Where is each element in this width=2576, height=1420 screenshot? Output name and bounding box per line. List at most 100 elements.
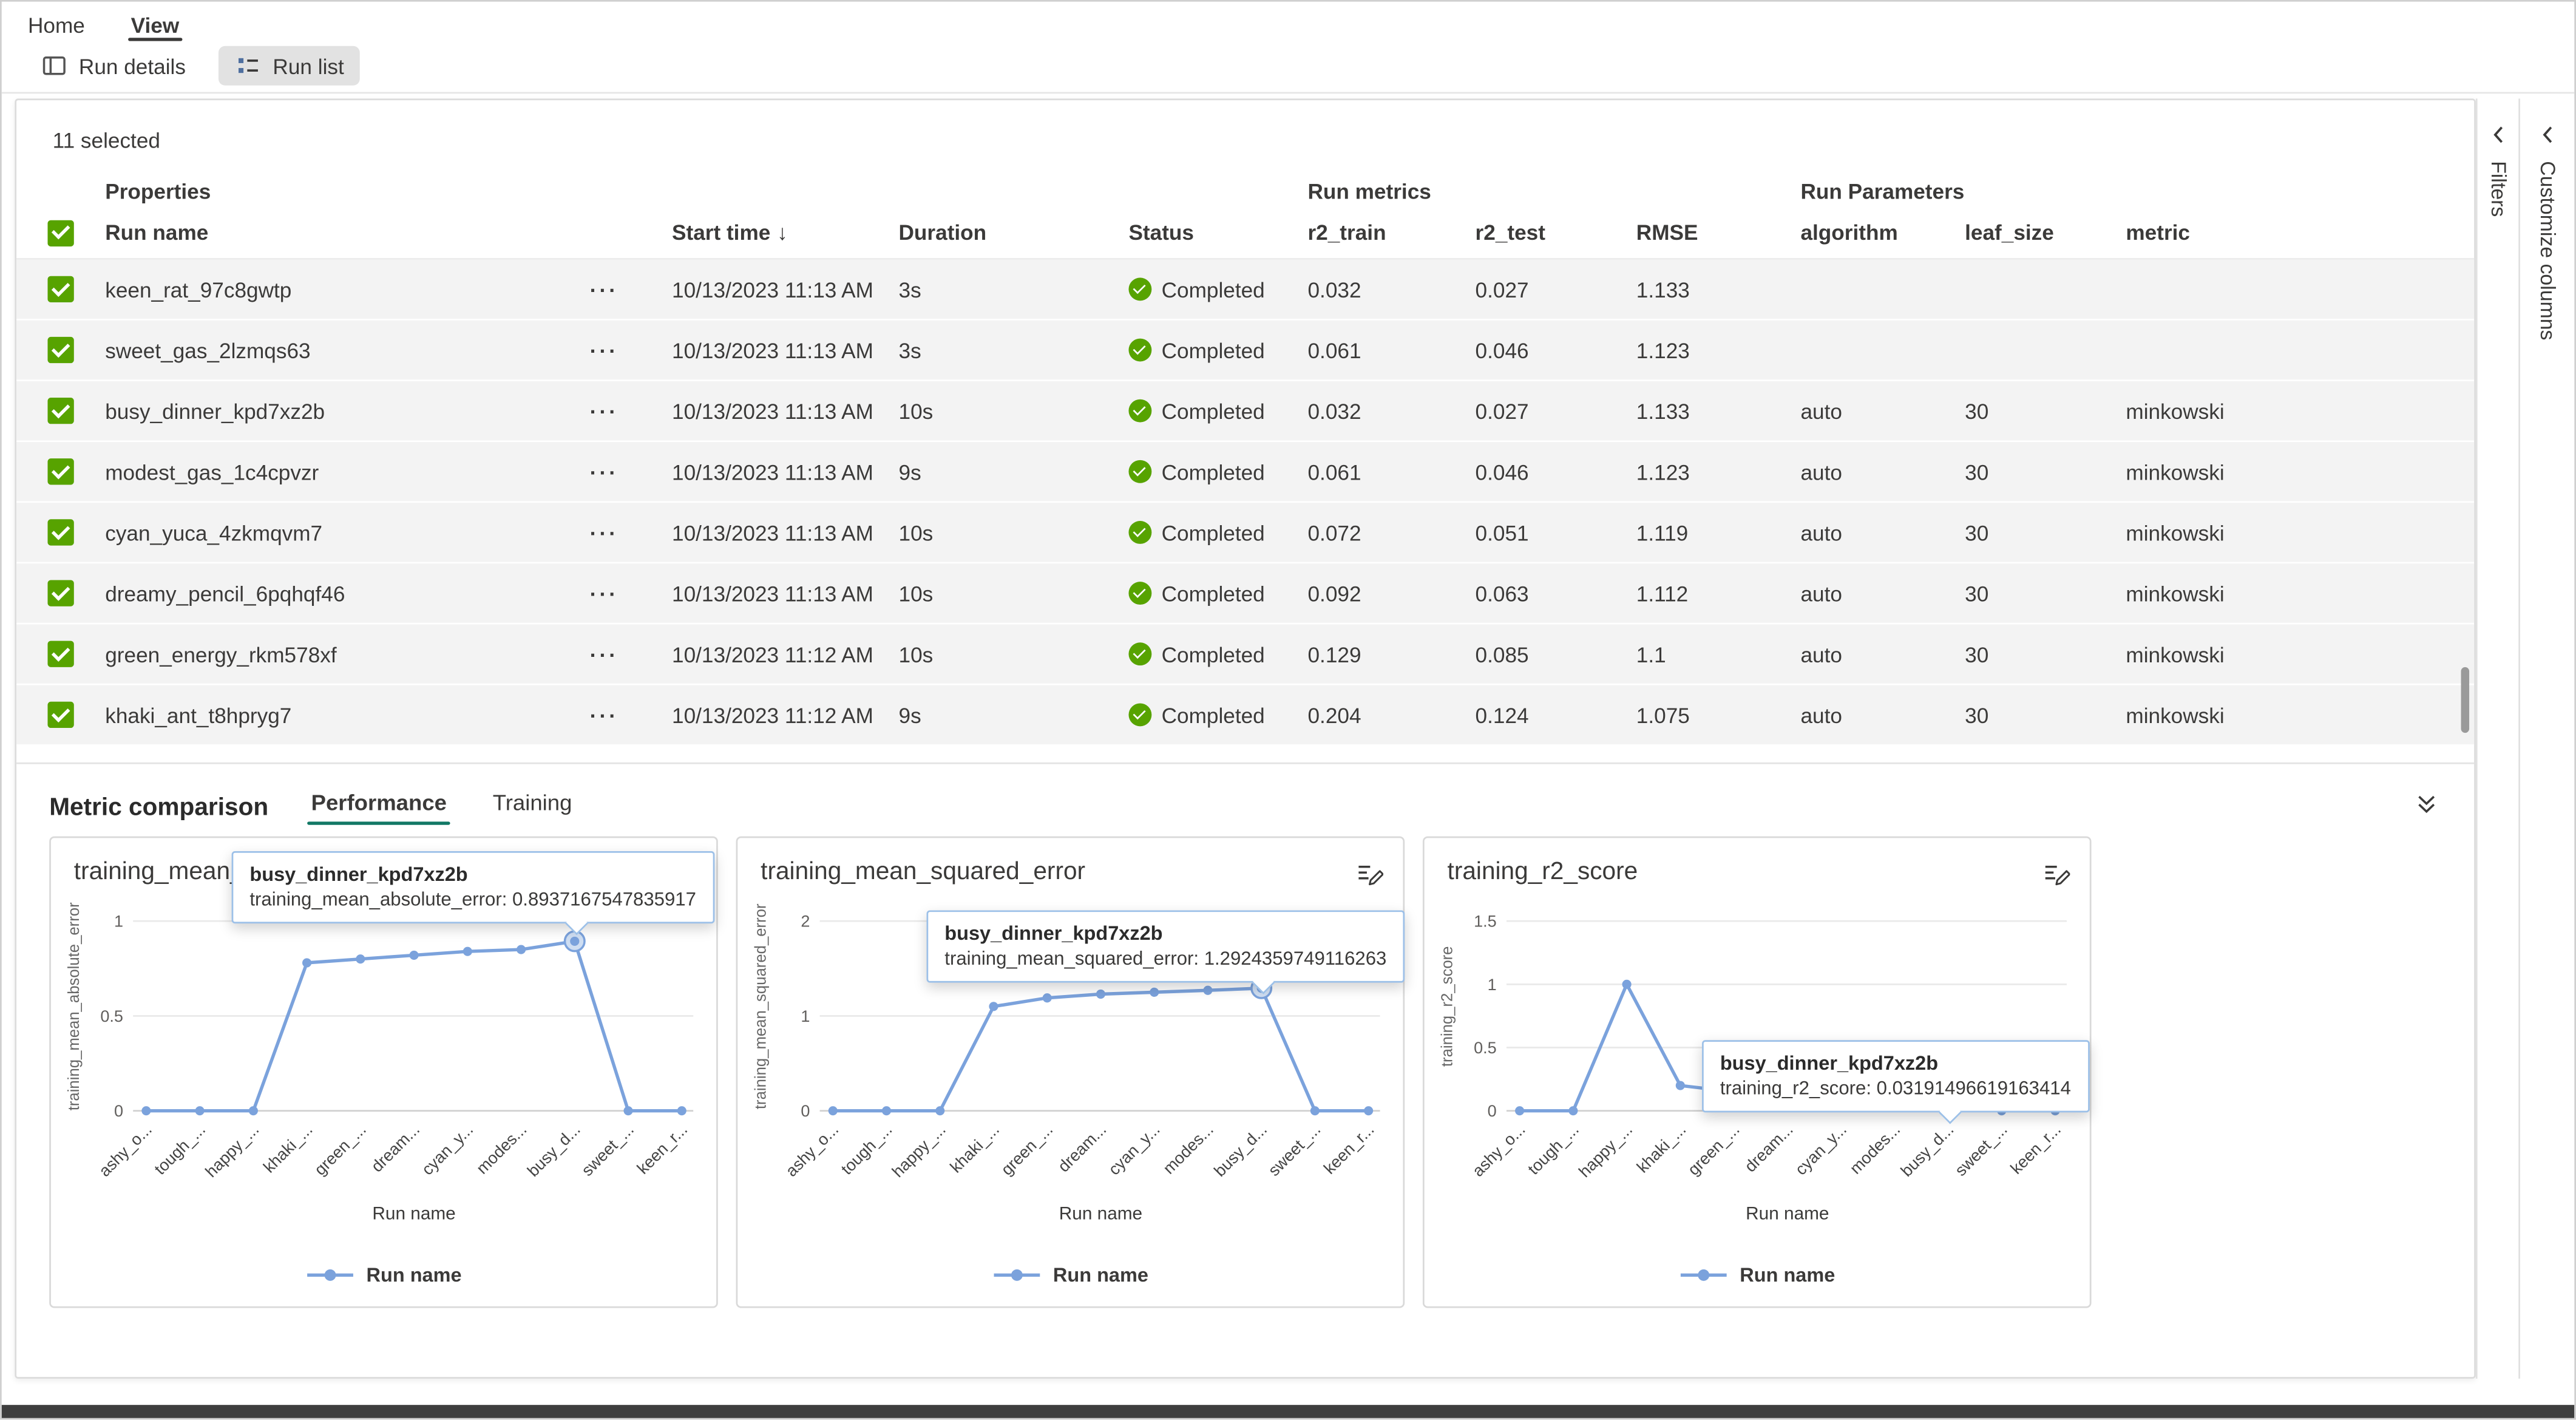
row-checkbox[interactable] [47, 398, 74, 424]
chart-legend[interactable]: Run name [737, 1263, 1403, 1286]
run-name-cell[interactable]: khaki_ant_t8hpryg7 [105, 702, 292, 727]
start-time-cell: 10/13/2023 11:13 AM [672, 459, 873, 484]
table-row[interactable]: busy_dinner_kpd7xz2b ··· 10/13/2023 11:13 … [16, 381, 2475, 443]
r2-test-cell: 0.027 [1475, 277, 1529, 302]
tab-home[interactable]: Home [28, 13, 85, 38]
metric-chart-card: training_mean_squared_error 0 1 2 training_m… [736, 836, 1405, 1308]
table-row[interactable]: sweet_gas_2lzmqs63 ··· 10/13/2023 11:13 AM… [16, 320, 2475, 381]
row-checkbox[interactable] [47, 701, 74, 729]
row-more-button[interactable]: ··· [589, 520, 619, 545]
row-more-button[interactable]: ··· [589, 459, 619, 484]
algorithm-cell: auto [1800, 520, 1842, 545]
tab-view[interactable]: View [127, 13, 183, 41]
svg-text:1: 1 [801, 1007, 810, 1025]
r2-test-cell: 0.051 [1475, 520, 1529, 545]
svg-text:tough_...: tough_... [151, 1120, 209, 1178]
col-status[interactable]: Status [1128, 220, 1195, 245]
table-body: keen_rat_97c8gwtp ··· 10/13/2023 11:13 AM 3… [16, 259, 2475, 746]
edit-chart-icon[interactable] [1354, 858, 1383, 888]
run-name-cell[interactable]: cyan_yuca_4zkmqvm7 [105, 520, 323, 545]
completed-icon [1128, 642, 1152, 666]
leaf-size-cell: 30 [1965, 580, 1989, 606]
chart-legend[interactable]: Run name [1425, 1263, 2090, 1286]
row-checkbox[interactable] [47, 458, 74, 485]
metric-cell: minkowski [2126, 641, 2225, 667]
run-name-cell[interactable]: busy_dinner_kpd7xz2b [105, 398, 325, 423]
col-algorithm[interactable]: algorithm [1800, 220, 1898, 245]
run-name-cell[interactable]: modest_gas_1c4cpvzr [105, 459, 319, 484]
run-name-cell[interactable]: sweet_gas_2lzmqs63 [105, 338, 311, 362]
col-duration[interactable]: Duration [898, 220, 987, 245]
col-r2-train[interactable]: r2_train [1307, 220, 1386, 245]
group-properties: Properties [105, 178, 211, 203]
r2-test-cell: 0.046 [1475, 338, 1529, 362]
tab-training[interactable]: Training [492, 790, 572, 815]
group-run-parameters: Run Parameters [1800, 178, 1965, 203]
status-label: Completed [1161, 641, 1265, 667]
run-name-cell[interactable]: keen_rat_97c8gwtp [105, 277, 292, 302]
row-more-button[interactable]: ··· [589, 398, 619, 423]
col-metric[interactable]: metric [2126, 220, 2191, 245]
row-more-button[interactable]: ··· [589, 580, 619, 606]
row-checkbox[interactable] [47, 580, 74, 606]
rmse-cell: 1.133 [1636, 398, 1690, 423]
metric-comparison-title: Metric comparison [49, 792, 269, 821]
row-more-button[interactable]: ··· [589, 702, 619, 727]
start-time-cell: 10/13/2023 11:13 AM [672, 580, 873, 606]
svg-text:cyan_y...: cyan_y... [418, 1120, 476, 1178]
chart-plot-area[interactable]: 012training_mean_squared_errorashy_o...t… [748, 889, 1397, 1242]
tab-performance[interactable]: Performance [308, 787, 450, 826]
row-checkbox[interactable] [47, 336, 74, 364]
col-run-name[interactable]: Run name [105, 220, 209, 245]
col-rmse[interactable]: RMSE [1636, 220, 1698, 245]
rmse-cell: 1.119 [1636, 520, 1689, 545]
run-name-cell[interactable]: dreamy_pencil_6pqhqf46 [105, 580, 345, 606]
r2-test-cell: 0.027 [1475, 398, 1529, 423]
duration-cell: 10s [898, 580, 934, 606]
svg-text:0.5: 0.5 [1474, 1039, 1497, 1057]
collapse-section-icon[interactable] [2415, 793, 2438, 815]
row-more-button[interactable]: ··· [589, 641, 619, 667]
status-label: Completed [1161, 338, 1265, 362]
table-row[interactable]: modest_gas_1c4cpvzr ··· 10/13/2023 11:13 A… [16, 442, 2475, 503]
filters-panel-toggle[interactable]: Filters [2476, 98, 2519, 1379]
col-leaf-size[interactable]: leaf_size [1965, 220, 2054, 245]
table-row[interactable]: green_energy_rkm578xf ··· 10/13/2023 11:12… [16, 624, 2475, 685]
status-label: Completed [1161, 277, 1265, 302]
chart-plot-area[interactable]: 0 0.5 1 training_mean_absolute_error ashy_o.… [61, 889, 710, 1242]
table-row[interactable]: cyan_yuca_4zkmqvm7 ··· 10/13/2023 11:13 AM… [16, 503, 2475, 564]
r2-train-cell: 0.092 [1307, 580, 1361, 606]
col-r2-test[interactable]: r2_test [1475, 220, 1545, 245]
row-checkbox[interactable] [47, 276, 74, 303]
table-scrollbar[interactable] [2461, 667, 2470, 733]
completed-icon [1128, 399, 1152, 423]
run-details-button[interactable]: Run details [25, 46, 202, 86]
edit-chart-icon[interactable] [2041, 858, 2070, 888]
tooltip-run-name: busy_dinner_kpd7xz2b [1720, 1051, 1939, 1075]
row-checkbox[interactable] [47, 519, 74, 546]
run-list-button[interactable]: Run list [219, 46, 361, 86]
svg-text:cyan_y...: cyan_y... [1792, 1120, 1850, 1178]
svg-text:dream...: dream... [368, 1120, 423, 1175]
col-start-time[interactable]: Start time ↓ [672, 220, 899, 245]
row-more-button[interactable]: ··· [589, 338, 619, 362]
svg-text:green_...: green_... [998, 1120, 1057, 1179]
table-row[interactable]: khaki_ant_t8hpryg7 ··· 10/13/2023 11:12 AM… [16, 685, 2475, 746]
legend-label: Run name [1740, 1263, 1835, 1287]
select-all-checkbox[interactable] [47, 219, 74, 246]
customize-columns-panel-toggle[interactable]: Customize columns [2518, 98, 2575, 1379]
run-name-cell[interactable]: green_energy_rkm578xf [105, 641, 337, 667]
table-row[interactable]: keen_rat_97c8gwtp ··· 10/13/2023 11:13 AM 3… [16, 259, 2475, 321]
table-row[interactable]: dreamy_pencil_6pqhqf46 ··· 10/13/2023 11:1… [16, 563, 2475, 625]
status-label: Completed [1161, 398, 1265, 423]
row-checkbox[interactable] [47, 640, 74, 667]
svg-text:tough_...: tough_... [838, 1120, 896, 1178]
svg-text:busy_d...: busy_d... [1897, 1120, 1957, 1180]
r2-train-cell: 0.061 [1307, 459, 1361, 484]
svg-text:2: 2 [801, 912, 810, 931]
chart-legend[interactable]: Run name [51, 1263, 716, 1286]
svg-text:0: 0 [114, 1102, 123, 1120]
row-more-button[interactable]: ··· [589, 277, 619, 302]
svg-text:ashy_o...: ashy_o... [1469, 1120, 1529, 1180]
svg-text:training_mean_squared_error: training_mean_squared_error [752, 903, 769, 1109]
